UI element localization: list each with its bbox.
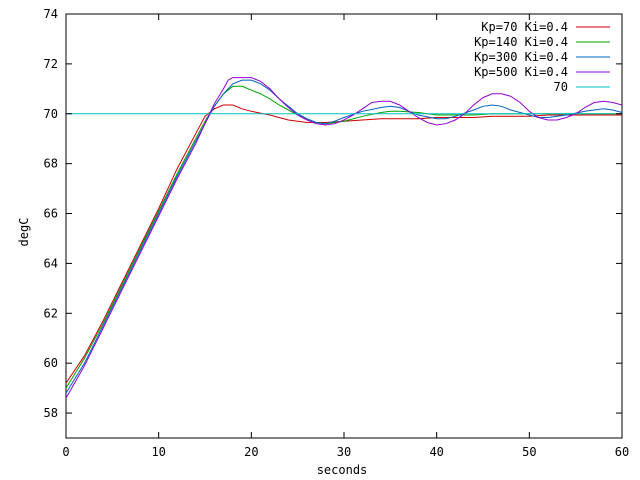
series-layer [65, 77, 623, 399]
x-tick-label: 40 [429, 445, 443, 459]
y-tick-label: 64 [44, 256, 58, 270]
y-tick-label: 70 [44, 107, 58, 121]
x-axis-label: seconds [317, 463, 368, 477]
series-line-0 [65, 104, 622, 384]
x-tick-label: 10 [151, 445, 165, 459]
y-axis-ticks: 58 60 62 64 66 68 70 72 74 [44, 7, 622, 420]
x-axis-ticks: 0 10 20 30 40 50 60 [62, 14, 629, 459]
x-tick-label: 50 [522, 445, 536, 459]
x-tick-label: 20 [244, 445, 258, 459]
y-axis-label: degC [17, 218, 31, 247]
y-tick-label: 66 [44, 207, 58, 221]
y-tick-label: 74 [44, 7, 58, 21]
series-line-2 [65, 79, 623, 394]
x-tick-label: 60 [615, 445, 629, 459]
legend-label: 70 [554, 80, 568, 94]
x-tick-label: 0 [62, 445, 69, 459]
series-line-3 [65, 77, 623, 399]
legend-label: Kp=500 Ki=0.4 [474, 65, 568, 79]
y-tick-label: 68 [44, 157, 58, 171]
series-line-1 [65, 85, 622, 389]
legend-label: Kp=140 Ki=0.4 [474, 35, 568, 49]
legend: Kp=70 Ki=0.4Kp=140 Ki=0.4Kp=300 Ki=0.4Kp… [474, 20, 610, 94]
y-tick-label: 72 [44, 57, 58, 71]
x-tick-label: 30 [337, 445, 351, 459]
y-tick-label: 58 [44, 406, 58, 420]
legend-label: Kp=70 Ki=0.4 [481, 20, 568, 34]
y-tick-label: 62 [44, 306, 58, 320]
y-tick-label: 60 [44, 356, 58, 370]
legend-label: Kp=300 Ki=0.4 [474, 50, 568, 64]
